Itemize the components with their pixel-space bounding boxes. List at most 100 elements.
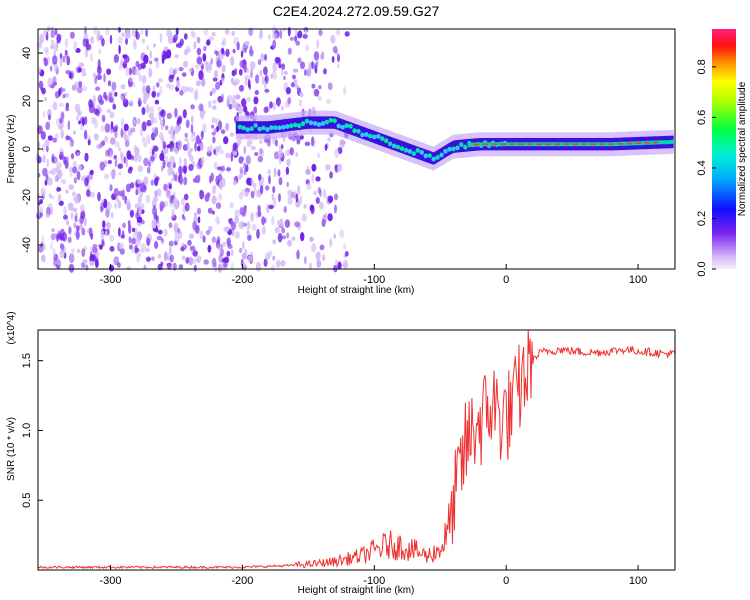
spectrogram-noise-blob [289,147,295,156]
spectrogram-noise-blob [118,146,121,152]
spectrogram-noise-blob [337,53,340,63]
colorbar-tick-label: 0.6 [696,110,708,125]
spectrogram-noise-blob [236,41,240,51]
spectrogram-noise-blob [108,264,115,272]
snr-y-tick-label: 1.5 [21,353,33,368]
spectrogram-noise-blob [274,226,280,234]
spectrogram-noise-blob [285,87,291,95]
spectrogram-noise-blob [162,141,167,150]
snr-frame [37,329,676,571]
spectrogram-noise-blob [128,99,134,106]
spectrogram-noise-blob [189,245,196,251]
spectrogram-noise-blob [120,154,124,164]
spectrogram-noise-blob [324,212,328,220]
spectrogram-noise-blob [168,222,173,229]
spectrogram-ridge-peak [336,123,341,129]
spectrogram-noise-blob [252,182,257,189]
spectrogram-noise-blob [229,220,233,226]
spectrogram-noise-blob [244,248,248,257]
spectrogram-ridge-peak [289,123,294,129]
spectrogram-noise-blob [67,236,72,243]
spectrogram-noise-blob [272,197,277,208]
spectrogram-noise-blob [173,174,177,182]
spectrogram-noise-blob [291,236,296,241]
spectrogram-noise-blob [272,255,276,261]
spectrogram-noise-blob [43,46,49,54]
spectrogram-ridge-peak [364,132,369,137]
snr-y-axis-label: SNR (10 * v/v) [6,417,17,481]
spectrogram-ridge-peak [360,132,365,138]
spectrogram-noise-blob [145,85,151,94]
spectrogram-noise-blob [334,259,338,265]
spectrogram-noise-blob [178,66,184,72]
spectrogram-noise-blob [152,85,156,91]
spectrogram-noise-blob [128,244,133,250]
spectrogram-noise-blob [193,264,197,272]
spectrogram-noise-blob [256,228,260,239]
spectrogram-noise-blob [189,155,194,162]
spectrogram-noise-blob [304,28,308,36]
spectrogram-noise-blob [154,240,159,249]
spectrogram-noise-blob [217,95,223,103]
spectrogram-noise-blob [154,126,159,137]
spectrogram-noise-blob [156,235,163,241]
spectrogram-noise-blob [104,135,109,143]
spectrogram-noise-blob [319,244,325,251]
spectrogram-noise-blob [272,239,277,245]
spectrogram-noise-blob [337,163,343,173]
spectrogram-noise-blob [41,243,46,251]
spectrogram-noise-blob [57,193,62,203]
spectrogram-noise-blob [254,90,259,95]
spectrogram-noise-blob [54,175,57,182]
spectrogram-noise-blob [221,64,226,73]
spectrogram-noise-blob [287,47,292,55]
spectrogram-noise-blob [287,239,292,247]
snr-x-tick-label: 100 [629,575,647,587]
spectrogram-noise-blob [315,62,318,69]
spectrogram-noise-blob [159,119,163,126]
spectrogram-noise-blob [242,48,248,53]
spectrogram-noise-blob [47,177,53,186]
spectrogram-noise-blob [145,247,150,253]
spectrogram-noise-blob [263,258,268,267]
spectrogram-ridge-peak [368,133,373,139]
spectrogram-noise-blob [154,190,158,198]
spectrogram-noise-blob [311,60,314,69]
spectrogram-noise-blob [257,205,261,213]
spectrogram-noise-blob [181,255,186,260]
spectrogram-noise-blob [135,189,139,196]
colorbar-tick-label: 0.2 [696,211,708,226]
spectrogram-noise-blob [223,136,229,145]
spectrogram-noise-blob [289,36,294,41]
spectrogram-noise-blob [100,201,105,212]
spectrogram-noise-blob [137,117,141,125]
spectrogram-noise-blob [118,227,121,237]
spectrogram-noise-blob [229,132,235,137]
spectrogram-noise-blob [330,34,336,44]
spectrogram-noise-blob [286,232,290,239]
spectrogram-noise-blob [247,234,252,241]
spectrogram-noise-blob [278,193,281,203]
spectrogram-noise-blob [153,196,158,203]
spectrogram-ridge-peak [285,124,290,129]
spectrogram-noise-blob [299,91,304,98]
spectrogram-noise-blob [86,175,90,184]
spectrogram-noise-blob [224,226,230,232]
spectrogram-ridge-peak [411,151,417,157]
spectrogram-noise-blob [156,219,161,230]
spectrogram-ridge-peak [237,124,242,130]
spectrogram-noise-blob [80,176,86,182]
spectrogram-noise-blob [234,215,239,224]
spectrogram-noise-blob [272,186,276,194]
spectrogram-noise-blob [284,219,291,228]
spectrogram-noise-blob [66,220,70,226]
spectrogram-noise-blob [272,70,277,80]
spectrogram-noise-blob [196,255,202,262]
spectrogram-noise-blob [138,252,142,257]
spectrogram-noise-blob [246,97,251,102]
spectrogram-ridge-peak [435,155,440,160]
spectrogram-noise-blob [333,193,339,201]
spectrogram-noise-blob [149,50,152,59]
spectrogram-ridge-peak [304,118,310,124]
spectrogram-noise-blob [226,167,231,172]
